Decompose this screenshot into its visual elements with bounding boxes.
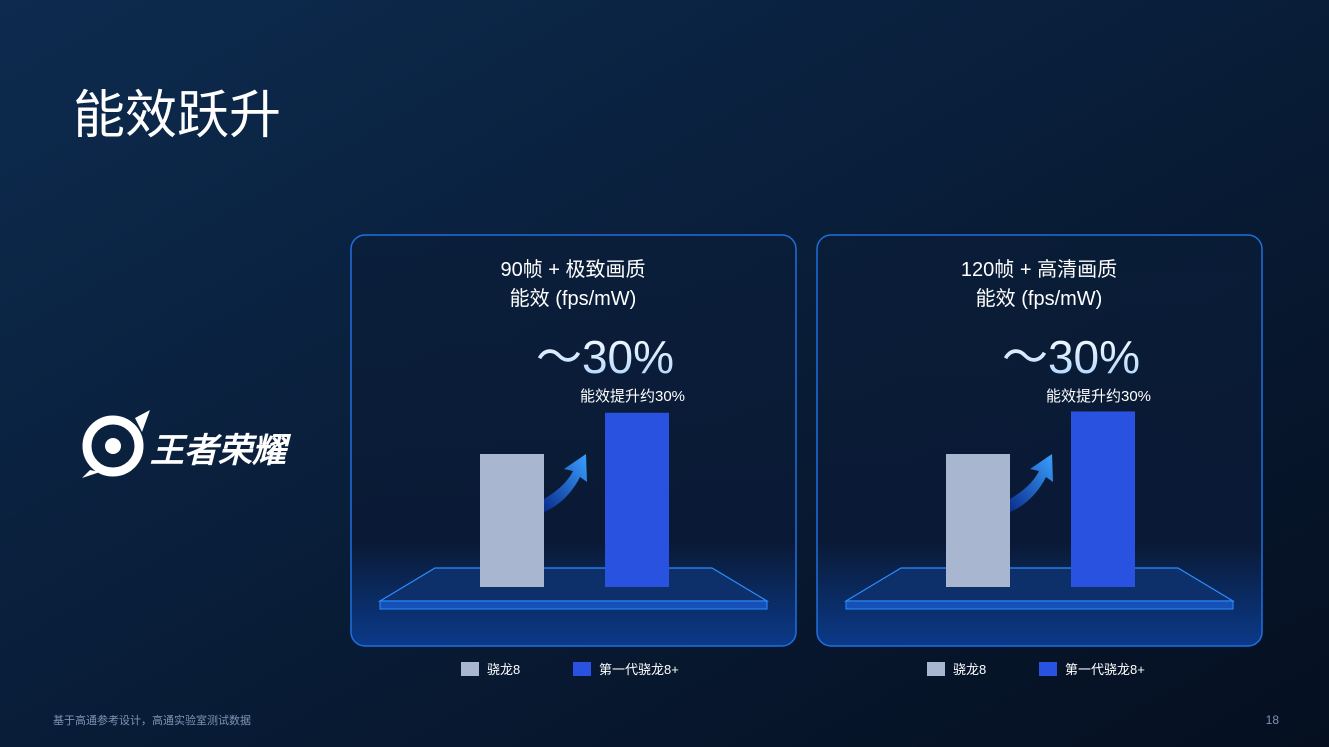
legend-label: 骁龙8: [487, 662, 520, 677]
platform: [377, 567, 770, 602]
bar: [946, 454, 1010, 587]
annotation-note: 能效提升约30%: [580, 388, 685, 405]
growth-arrow: [1010, 454, 1053, 512]
logo-spike: [82, 410, 150, 478]
legend-swatch: [573, 662, 591, 676]
growth-arrow: [544, 454, 587, 512]
annotation: ～30%: [536, 331, 674, 383]
slide-title: 能效跃升: [73, 87, 281, 145]
legend-swatch: [1039, 662, 1057, 676]
chart-subtitle: 能效 (fps/mW): [976, 287, 1103, 310]
logo-core: [105, 438, 121, 454]
chart-title: 90帧 + 极致画质: [500, 258, 645, 281]
chart-title: 120帧 + 高清画质: [961, 258, 1117, 281]
legend-swatch: [461, 662, 479, 676]
legend-label: 第一代骁龙8+: [599, 662, 679, 677]
legend-swatch: [927, 662, 945, 676]
legend-label: 第一代骁龙8+: [1065, 662, 1145, 677]
bar: [480, 454, 544, 587]
annotation-note: 能效提升约30%: [1046, 388, 1151, 405]
page-number: 18: [1266, 713, 1280, 727]
platform-edge: [379, 600, 768, 610]
logo-text: 王者荣耀: [150, 432, 292, 470]
logo: 王者荣耀: [82, 410, 292, 478]
logo-ring: [82, 415, 144, 477]
legend-label: 骁龙8: [953, 662, 986, 677]
bar: [605, 412, 669, 587]
platform: [843, 567, 1236, 602]
panel-frame: [816, 234, 1263, 647]
platform-edge: [845, 600, 1234, 610]
annotation: ～30%: [1002, 331, 1140, 383]
chart-subtitle: 能效 (fps/mW): [510, 287, 637, 310]
bar: [1071, 411, 1135, 587]
footnote: 基于高通参考设计，高通实验室测试数据: [53, 713, 251, 727]
panel-frame: [350, 234, 797, 647]
